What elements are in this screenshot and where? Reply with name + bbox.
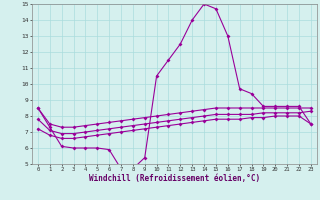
X-axis label: Windchill (Refroidissement éolien,°C): Windchill (Refroidissement éolien,°C) xyxy=(89,174,260,183)
